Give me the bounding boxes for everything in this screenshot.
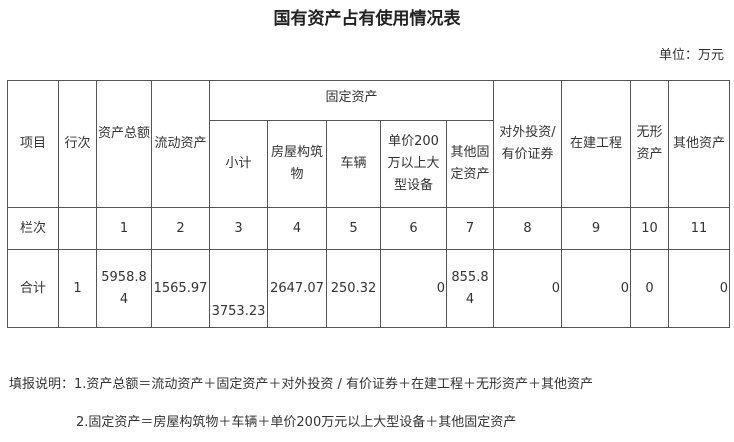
header-intangible: 无形资产 — [630, 80, 669, 208]
column-number-row: 栏次 1 2 3 4 5 6 7 8 9 10 11 — [7, 207, 730, 250]
header-total: 资产总额 — [96, 80, 152, 208]
value-intangible: 0 — [630, 249, 669, 328]
total-row-label: 合计 — [7, 249, 59, 328]
header-vehicles: 车辆 — [326, 120, 381, 208]
column-number: 6 — [380, 207, 447, 250]
column-number: 1 — [96, 207, 152, 250]
header-row-1: 项目 行次 资产总额 流动资产 固定资产 对外投资/有价证券 在建工程 无形资产… — [7, 80, 730, 208]
header-row-no: 行次 — [58, 80, 97, 208]
header-other: 其他资产 — [668, 80, 730, 208]
column-number: 3 — [209, 207, 268, 250]
header-subtotal: 小计 — [209, 120, 268, 208]
note-line-2: 2.固定资产＝房屋构筑物＋车辆＋单价200万元以上大型设备＋其他固定资产 — [76, 415, 517, 430]
value-other-fixed: 855.84 — [446, 249, 494, 328]
unit-label: 单位：万元 — [658, 48, 724, 63]
column-number: 11 — [668, 207, 730, 250]
value-total: 5958.84 — [96, 249, 152, 328]
column-number: 8 — [493, 207, 562, 250]
header-other-fixed: 其他固定资产 — [446, 120, 494, 208]
total-row: 合计 1 5958.84 1565.97 3753.23 2647.07 250… — [7, 249, 730, 328]
header-item: 项目 — [7, 80, 59, 208]
header-current: 流动资产 — [151, 80, 210, 208]
header-fixed: 固定资产 — [209, 80, 494, 121]
column-number: 4 — [267, 207, 327, 250]
value-investment: 0 — [493, 249, 562, 328]
value-construction: 0 — [561, 249, 631, 328]
column-number: 5 — [326, 207, 381, 250]
value-large-equipment: 0 — [380, 249, 447, 328]
value-current: 1565.97 — [151, 249, 210, 328]
page-title: 国有资产占有使用情况表 — [273, 9, 461, 29]
header-row-2: 小计 房屋构筑物 车辆 单价200万以上大型设备 其他固定资产 — [8, 120, 730, 208]
column-number: 7 — [446, 207, 494, 250]
value-vehicles: 250.32 — [326, 249, 381, 328]
value-fixed-subtotal: 3753.23 — [209, 249, 268, 328]
header-construction: 在建工程 — [561, 80, 631, 208]
column-row-label: 栏次 — [7, 207, 59, 250]
column-row-no — [58, 207, 97, 250]
note-line-1: 填报说明：1.资产总额＝流动资产＋固定资产＋对外投资 / 有价证券＋在建工程＋无… — [9, 377, 594, 392]
column-number: 2 — [151, 207, 210, 250]
total-row-no: 1 — [58, 249, 97, 328]
header-large-equipment: 单价200万以上大型设备 — [380, 120, 447, 208]
header-investment: 对外投资/有价证券 — [493, 80, 562, 208]
header-buildings: 房屋构筑物 — [267, 120, 327, 208]
asset-table: 项目 行次 资产总额 流动资产 固定资产 对外投资/有价证券 在建工程 无形资产… — [7, 80, 730, 328]
column-number: 9 — [561, 207, 631, 250]
column-number: 10 — [630, 207, 669, 250]
value-buildings: 2647.07 — [267, 249, 327, 328]
value-other: 0 — [668, 249, 730, 328]
